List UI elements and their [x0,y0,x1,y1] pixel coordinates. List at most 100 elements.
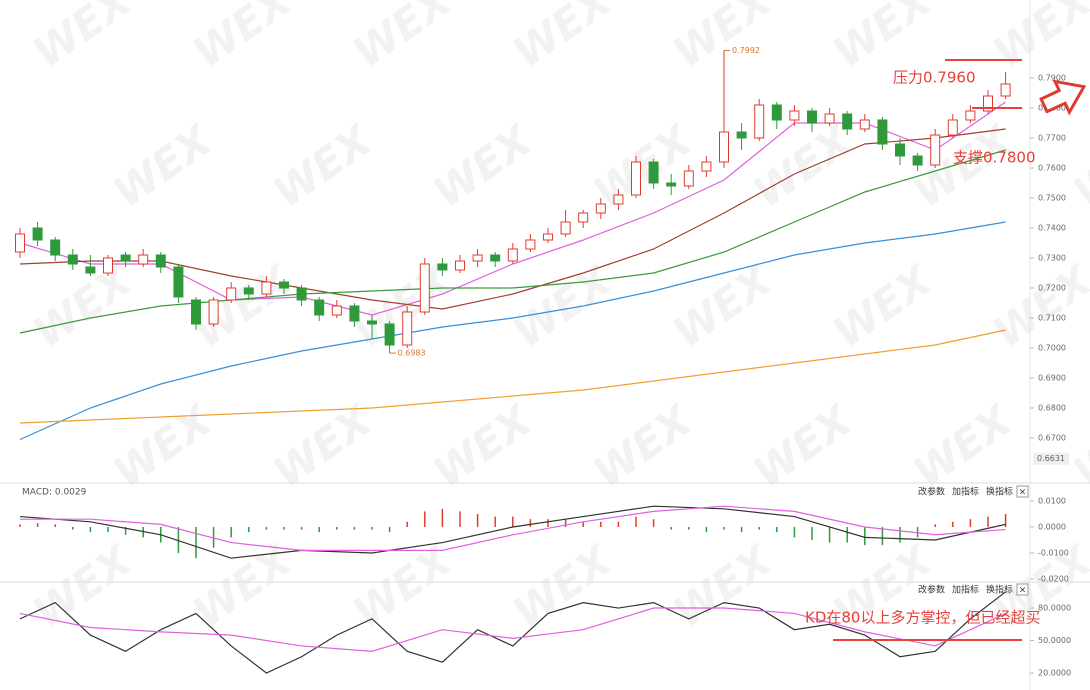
y-tick-label: 0.7600 [1038,164,1066,173]
close-button[interactable]: × [1019,586,1027,596]
candle-body [455,260,465,271]
candle-body [103,257,113,274]
panel-button[interactable]: 改参数 [918,584,945,596]
candle-body [947,119,958,136]
candle-body [560,221,571,235]
ma-line [19,329,1006,424]
y-tick-label: 0.7700 [1038,134,1066,143]
candle-body [367,320,377,325]
candle-body [912,155,923,166]
ma-line [19,128,1006,310]
y-tick-label: 0.0000 [1038,522,1066,531]
arrow [1039,79,1087,116]
candle-body [507,248,518,262]
y-tick-label: 0.7500 [1038,194,1066,203]
panel-button[interactable]: 换指标 [986,486,1013,498]
y-tick-label: 0.6800 [1038,404,1066,413]
candle-body [613,194,624,205]
y-tick-label: 0.6700 [1038,434,1066,443]
candle-body [173,266,184,298]
candle-body [789,110,800,121]
candle-body [314,299,325,316]
candle-body [349,305,360,322]
candle-body [595,203,606,214]
candle-body [191,299,201,325]
extreme-label: 0.7992 [732,46,760,55]
candle-body [842,113,853,130]
candle-body [261,281,272,295]
candle-body [965,110,976,121]
y-tick-label: 0.7200 [1038,284,1066,293]
y-tick-label: 20.0000 [1038,669,1071,678]
candle-body [279,281,289,289]
candle-body [120,254,131,262]
candle-body [719,131,729,163]
panel-button[interactable]: 换指标 [986,584,1013,596]
candle-body [666,182,677,187]
candle-body [15,233,25,253]
candle-body [331,305,342,316]
candle-body [1000,83,1011,97]
candle-body [472,254,483,262]
candle-body [578,212,589,223]
price-tag: 0.6631 [1037,454,1065,463]
candle-body [490,254,501,262]
candle-body [243,287,254,295]
ma-line [19,221,1006,441]
extreme-label: 0.6983 [398,349,426,358]
y-tick-label: -0.0200 [1038,574,1069,583]
y-tick-label: 0.6900 [1038,374,1066,383]
candle-body [648,161,659,184]
y-tick-label: 0.7300 [1038,254,1066,263]
candle-body [208,299,219,325]
candle-body [930,134,941,166]
ma-line [19,591,1006,674]
candle-body [824,113,835,124]
price-tag-box [1033,452,1069,465]
candle-body [543,233,553,241]
candle-body [155,254,166,268]
y-tick-label: 80.0000 [1038,604,1071,613]
candle-body [683,170,694,187]
candle-body [50,239,61,256]
ma-line [19,505,1006,559]
y-tick-label: 0.7100 [1038,314,1066,323]
macd-title: MACD: 0.0029 [22,488,87,498]
candle-body [32,227,43,241]
candle-body [67,254,78,265]
candle-body [226,287,237,301]
kd-note: KD在80以上多方掌控，但已经超买 [805,609,1040,627]
panel-button[interactable]: 加指标 [952,584,979,596]
candle-body [525,239,536,250]
candle-body [983,95,993,112]
candle-body [895,143,905,157]
y-tick-label: 0.7400 [1038,224,1066,233]
candle-body [877,119,888,145]
candle-body [419,263,430,313]
candle-body [138,254,149,265]
close-box[interactable] [1016,485,1029,498]
arrow-icon [1039,79,1087,116]
candle-body [384,323,395,346]
y-tick-label: -0.0100 [1038,548,1069,557]
close-box[interactable] [1016,583,1029,596]
candle-body [296,287,307,301]
close-button[interactable]: × [1019,488,1027,498]
candle-body [736,131,747,139]
y-tick-label: 0.0100 [1038,496,1066,505]
y-tick-label: 0.7900 [1038,74,1066,83]
candle-body [631,161,641,196]
panel-button[interactable]: 加指标 [952,486,979,498]
ma-line [19,149,1006,334]
candle-body [701,161,712,172]
candle-body [859,119,870,130]
y-tick-label: 0.7000 [1038,344,1066,353]
support-note: 支撑0.7800 [953,149,1036,167]
panel-button[interactable]: 改参数 [918,486,945,498]
candle-body [771,104,782,121]
ma-line [20,505,1006,551]
candle-body [437,263,448,271]
candle-body [402,311,413,346]
y-tick-label: 50.0000 [1038,636,1071,645]
